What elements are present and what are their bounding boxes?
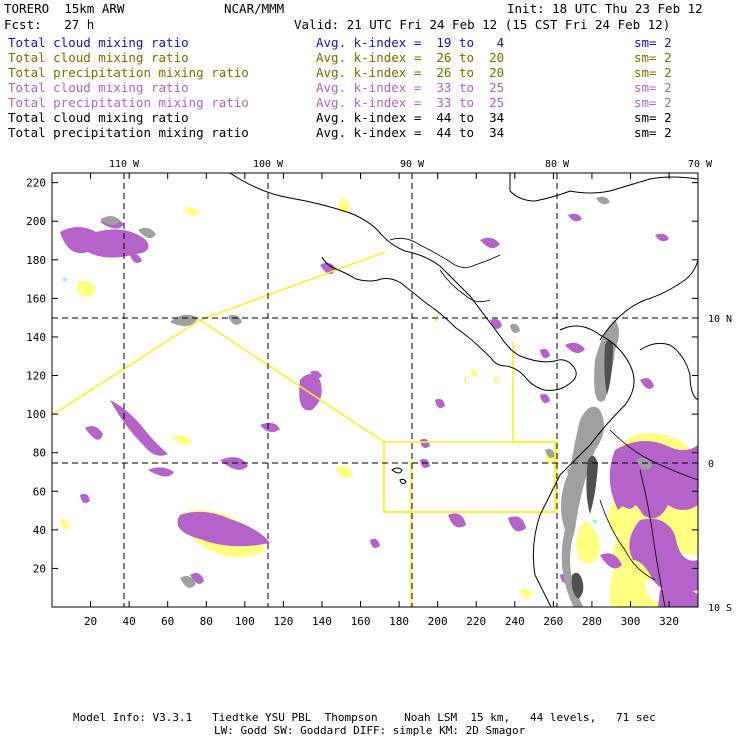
legend-sm: sm= 2 [634, 110, 672, 125]
x-tick-label: 300 [621, 615, 641, 628]
y-tick-label: 140 [26, 331, 46, 344]
graticule [52, 173, 698, 607]
legend-range: Avg. k-index = 44 to 34 [316, 125, 505, 140]
x-tick-label: 120 [273, 615, 293, 628]
lon-label: 80 W [545, 159, 570, 170]
y-tick-label: 200 [26, 215, 46, 228]
nest-domain-outlines [52, 251, 557, 607]
legend-range: Avg. k-index = 33 to 25 [316, 95, 505, 110]
longitude-labels: 110 W 100 W 90 W 80 W 70 W [109, 159, 713, 170]
x-tick-label: 40 [123, 615, 136, 628]
region-labels: C R [464, 376, 500, 386]
x-tick-label: 200 [428, 615, 448, 628]
region-label-c: C [464, 376, 469, 386]
model-name: TORERO 15km ARW [4, 1, 125, 16]
y-tick-label: 120 [26, 370, 46, 383]
x-tick-label: 100 [235, 615, 255, 628]
lat-label: 10 S [708, 603, 732, 614]
legend-range: Avg. k-index = 19 to 4 [316, 35, 505, 50]
model-info: Model Info: V3.3.1 Tiedtke YSU PBL Thomp… [73, 711, 656, 724]
lon-label: 100 W [253, 159, 284, 170]
x-tick-labels: 20 40 60 80 100 120 140 160 180 200 220 240 260 280 30… [84, 615, 679, 628]
legend-field: Total precipitation mixing ratio [8, 125, 249, 140]
x-tick-label: 60 [161, 615, 174, 628]
y-tick-label: 160 [26, 292, 46, 305]
x-tick-label: 20 [84, 615, 97, 628]
legend-range: Avg. k-index = 44 to 34 [316, 110, 505, 125]
region-label-r: R [494, 376, 500, 386]
y-tick-label: 80 [33, 447, 46, 460]
gray-cloud-areas [100, 196, 652, 607]
y-tick-label: 40 [33, 524, 46, 537]
dark-gray-cloud-areas [571, 340, 613, 599]
x-tick-label: 160 [351, 615, 371, 628]
y-tick-label: 100 [26, 408, 46, 421]
x-tick-marks [90, 173, 670, 607]
legend-range: Avg. k-index = 33 to 25 [316, 80, 505, 95]
lon-label: 110 W [109, 159, 140, 170]
country-borders [389, 237, 698, 607]
legend-sm: sm= 2 [634, 35, 672, 50]
y-tick-label: 60 [33, 485, 46, 498]
y-tick-label: 220 [26, 177, 46, 190]
legend-sm: sm= 2 [634, 50, 672, 65]
x-tick-label: 240 [505, 615, 525, 628]
map-frame [51, 172, 699, 608]
legend-sm: sm= 2 [634, 95, 672, 110]
legend-range: Avg. k-index = 26 to 20 [316, 50, 505, 65]
legend-sm: sm= 2 [634, 80, 672, 95]
lat-label: 10 N [708, 314, 732, 325]
legend-field: Total cloud mixing ratio [8, 35, 189, 50]
legend-sm: sm= 2 [634, 65, 672, 80]
coastlines [229, 173, 698, 607]
x-tick-label: 220 [466, 615, 486, 628]
x-tick-label: 80 [200, 615, 213, 628]
purple-cloud-areas [60, 213, 698, 607]
legend-field: Total cloud mixing ratio [8, 80, 189, 95]
y-tick-labels: 220 200 180 160 140 120 100 80 60 40 20 [26, 177, 46, 576]
x-tick-label: 140 [312, 615, 332, 628]
legend-field: Total cloud mixing ratio [8, 110, 189, 125]
lon-label: 90 W [400, 159, 425, 170]
x-tick-label: 280 [582, 615, 602, 628]
y-tick-label: 20 [33, 562, 46, 575]
yellow-cloud-areas [60, 199, 698, 607]
lon-label: 70 W [688, 159, 713, 170]
legend-field: Total precipitation mixing ratio [8, 95, 249, 110]
y-tick-marks [52, 182, 698, 569]
legend-field: Total cloud mixing ratio [8, 50, 189, 65]
forecast-hour: Fcst: 27 h [4, 17, 95, 32]
init-time: Init: 18 UTC Thu 23 Feb 12 [507, 1, 703, 16]
legend-sm: sm= 2 [634, 125, 672, 140]
y-tick-label: 180 [26, 254, 46, 267]
latitude-labels: 10 N 0 10 S [708, 314, 732, 614]
x-tick-label: 260 [543, 615, 563, 628]
physics-info: LW: Godd SW: Goddard DIFF: simple KM: 2D… [214, 724, 526, 737]
cyan-cloud-areas [62, 277, 598, 524]
valid-time: Valid: 21 UTC Fri 24 Feb 12 (15 CST Fri … [294, 17, 671, 32]
legend-field: Total precipitation mixing ratio [8, 65, 249, 80]
x-tick-label: 320 [659, 615, 679, 628]
organization: NCAR/MMM [224, 1, 285, 16]
legend-range: Avg. k-index = 26 to 20 [316, 65, 505, 80]
x-tick-label: 180 [389, 615, 409, 628]
lat-label: 0 [708, 459, 714, 470]
